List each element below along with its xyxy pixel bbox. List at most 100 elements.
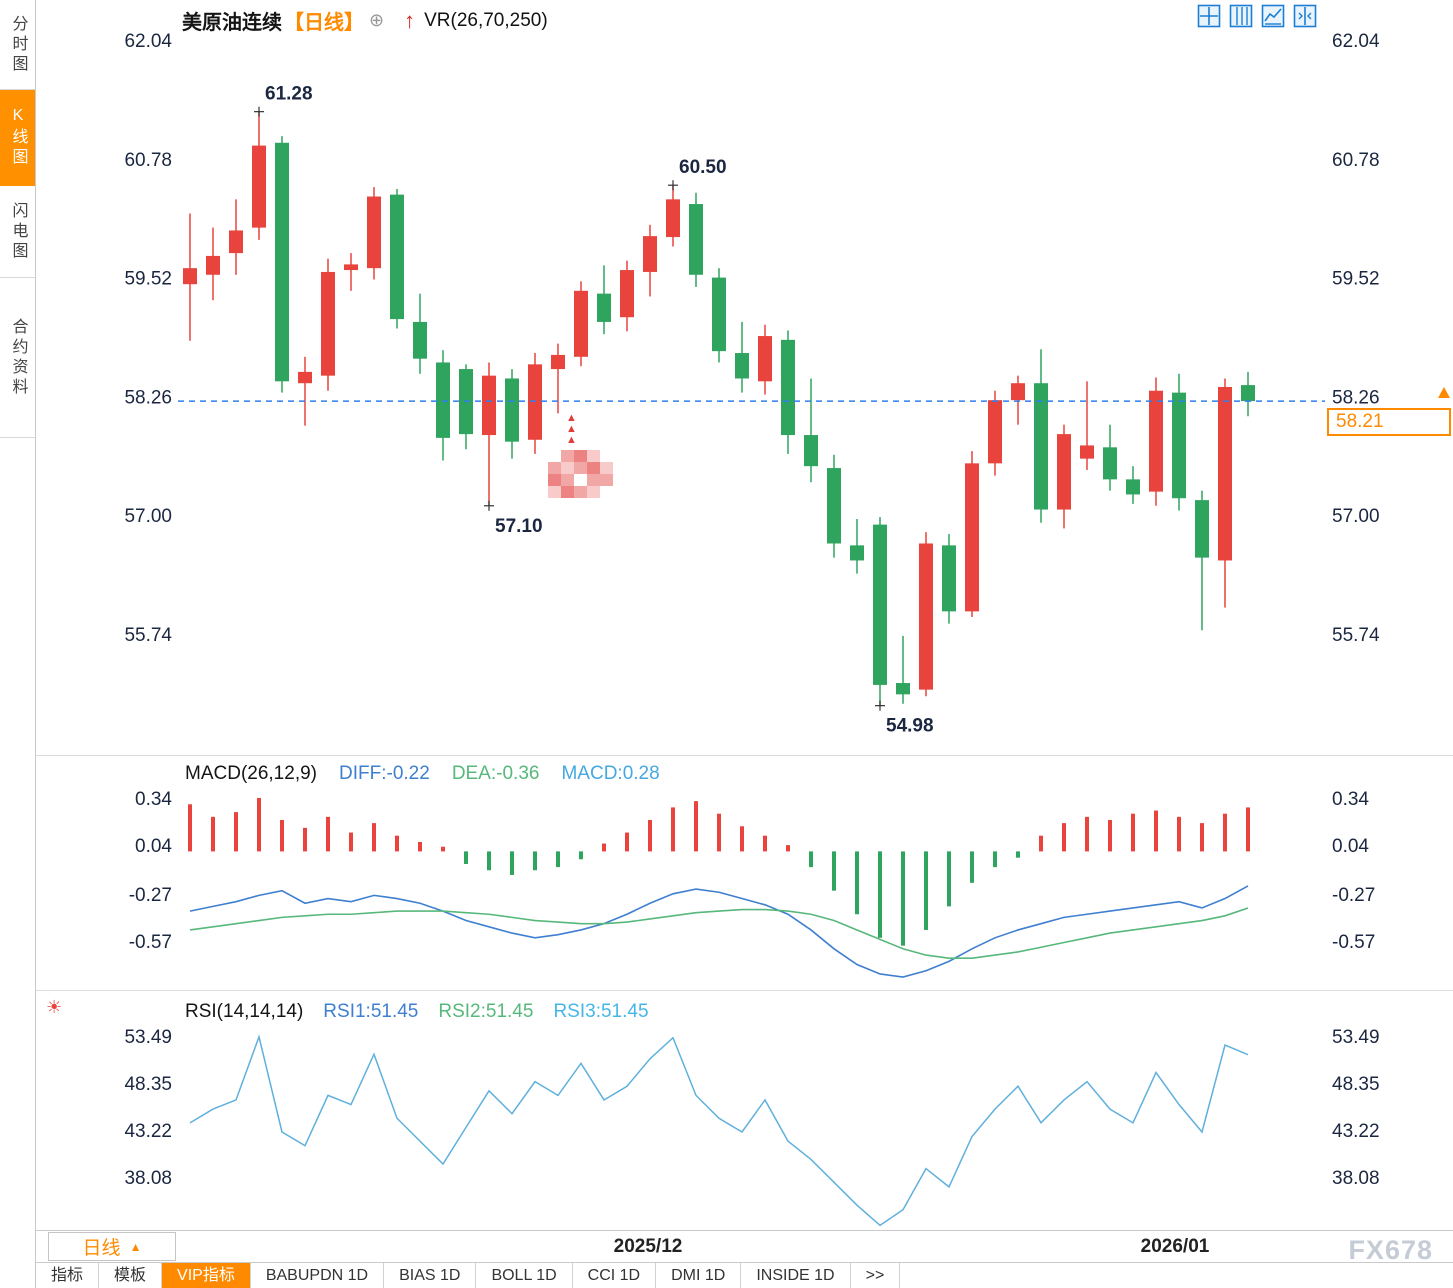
macd-axis-label: 0.34 [1332,789,1369,810]
macd-hist-bar [648,819,652,852]
macd-hist-bar [1062,823,1066,852]
candle-body [1103,447,1117,480]
candle-body [1172,392,1186,499]
candle-body [367,196,381,269]
macd-hist-bar [211,816,215,852]
macd-axis-label: 0.04 [135,836,172,857]
candle-body [643,236,657,272]
macd-hist-bar [326,816,330,852]
last-price-tag: 58.21 [1327,408,1451,436]
candle-body [804,435,818,467]
sidebar-tab-kline-chart[interactable]: K线图 [0,90,35,186]
macd-hist-bar [1246,807,1250,852]
candle-body [1034,383,1048,510]
y-axis-label: 59.52 [124,269,172,290]
macd-axis-label: -0.57 [1332,932,1375,953]
candle-body [183,268,197,285]
candle-body [919,543,933,690]
rsi-axis-label: 48.35 [1332,1074,1380,1095]
y-axis-label: 55.74 [1332,625,1380,646]
macd-hist-value: MACD:0.28 [561,763,660,784]
candle-body [528,364,542,440]
price-marker-icon [1438,387,1450,398]
toolbar-item[interactable]: BIAS 1D [384,1263,477,1288]
candle-body [1080,445,1094,459]
macd-hist-bar [441,846,445,852]
macd-hist-bar [763,835,767,852]
candle-body [988,400,1002,464]
rsi1-value: RSI1:51.45 [323,1001,419,1022]
macd-hist-bar [280,819,284,852]
layout-columns-icon[interactable] [1229,4,1253,28]
macd-hist-bar [625,832,629,852]
toolbar-item[interactable]: BABUPDN 1D [250,1263,385,1288]
candle-body [666,199,680,238]
candle-body [597,293,611,322]
period-selector[interactable]: 日线 ▲ [48,1232,176,1261]
macd-hist-bar [1177,816,1181,852]
macd-hist-bar [671,807,675,852]
circle-plus-icon[interactable]: ⊕ [369,10,385,30]
candle-body [275,142,289,382]
rsi2-value: RSI2:51.45 [438,1001,534,1022]
toolbar-item[interactable]: 指标 [36,1263,100,1288]
macd-hist-bar [855,851,859,915]
candle-body [850,545,864,561]
candle-body [896,683,910,695]
candle-body [620,270,634,318]
rsi-axis-label: 53.49 [1332,1027,1380,1048]
toolbar-item[interactable]: VIP指标 [162,1263,251,1288]
layout-chart-icon[interactable] [1261,4,1285,28]
watermark-stamp [548,450,613,498]
candle-body [505,378,519,442]
candle-body [551,354,565,370]
chart-header: 美原油连续 【日线】 ⊕ ↑ VR(26,70,250) [182,6,548,35]
candle-body [229,230,243,254]
y-axis-label: 62.04 [1332,31,1380,52]
toolbar-item[interactable]: >> [850,1263,901,1288]
candle-body [390,194,404,320]
macd-hist-bar [694,801,698,852]
sidebar-tab-lightning-chart[interactable]: 闪电图 [0,186,35,278]
sidebar-tab-contract-info[interactable]: 合约资料 [0,278,35,438]
candle-body [758,336,772,382]
candle-body [482,375,496,436]
y-axis-label: 59.52 [1332,269,1380,290]
macd-hist-bar [602,843,606,852]
macd-hist-bar [970,851,974,883]
candle-body [1195,500,1209,558]
layout-grid-icon[interactable] [1197,4,1221,28]
macd-hist-bar [188,804,192,852]
macd-axis-label: 0.34 [135,789,172,810]
macd-hist-bar [1039,835,1043,852]
candle-body [827,468,841,544]
toolbar-item[interactable]: BOLL 1D [476,1263,573,1288]
vr-indicator-label: VR(26,70,250) [424,9,548,31]
candle-body [1126,479,1140,495]
sun-icon: ☀ [46,997,63,1017]
x-axis-strip: 日线 ▲ 2025/12 2026/01 FX678 [36,1231,1453,1265]
candle-body [1011,383,1025,401]
sidebar-tab-time-chart[interactable]: 分时图 [0,0,35,90]
y-axis-label: 60.78 [124,150,172,171]
toolbar-item[interactable]: CCI 1D [572,1263,657,1288]
candle-body [965,463,979,612]
macd-hist-bar [418,841,422,852]
macd-dea-value: DEA:-0.36 [451,763,540,784]
macd-hist-bar [234,812,238,852]
layout-split-icon[interactable] [1293,4,1317,28]
left-sidebar: 分时图 K线图 闪电图 合约资料 [0,0,36,1288]
macd-hist-bar [533,851,537,871]
price-annotation: 57.10 [495,516,543,537]
macd-diff-value: DIFF:-0.22 [339,763,430,784]
toolbar-item[interactable]: 模板 [99,1263,163,1288]
rsi-axis-label: 43.22 [1332,1121,1380,1142]
bottom-toolbar: 指标 模板 VIP指标 BABUPDN 1D BIAS 1D BOLL 1D CCI 1D D… [36,1262,1453,1288]
toolbar-item[interactable]: DMI 1D [656,1263,742,1288]
candle-body [252,145,266,228]
candle-body [298,371,312,384]
toolbar-item[interactable]: INSIDE 1D [741,1263,851,1288]
triangle-up-icon: ▲ [129,1239,142,1254]
